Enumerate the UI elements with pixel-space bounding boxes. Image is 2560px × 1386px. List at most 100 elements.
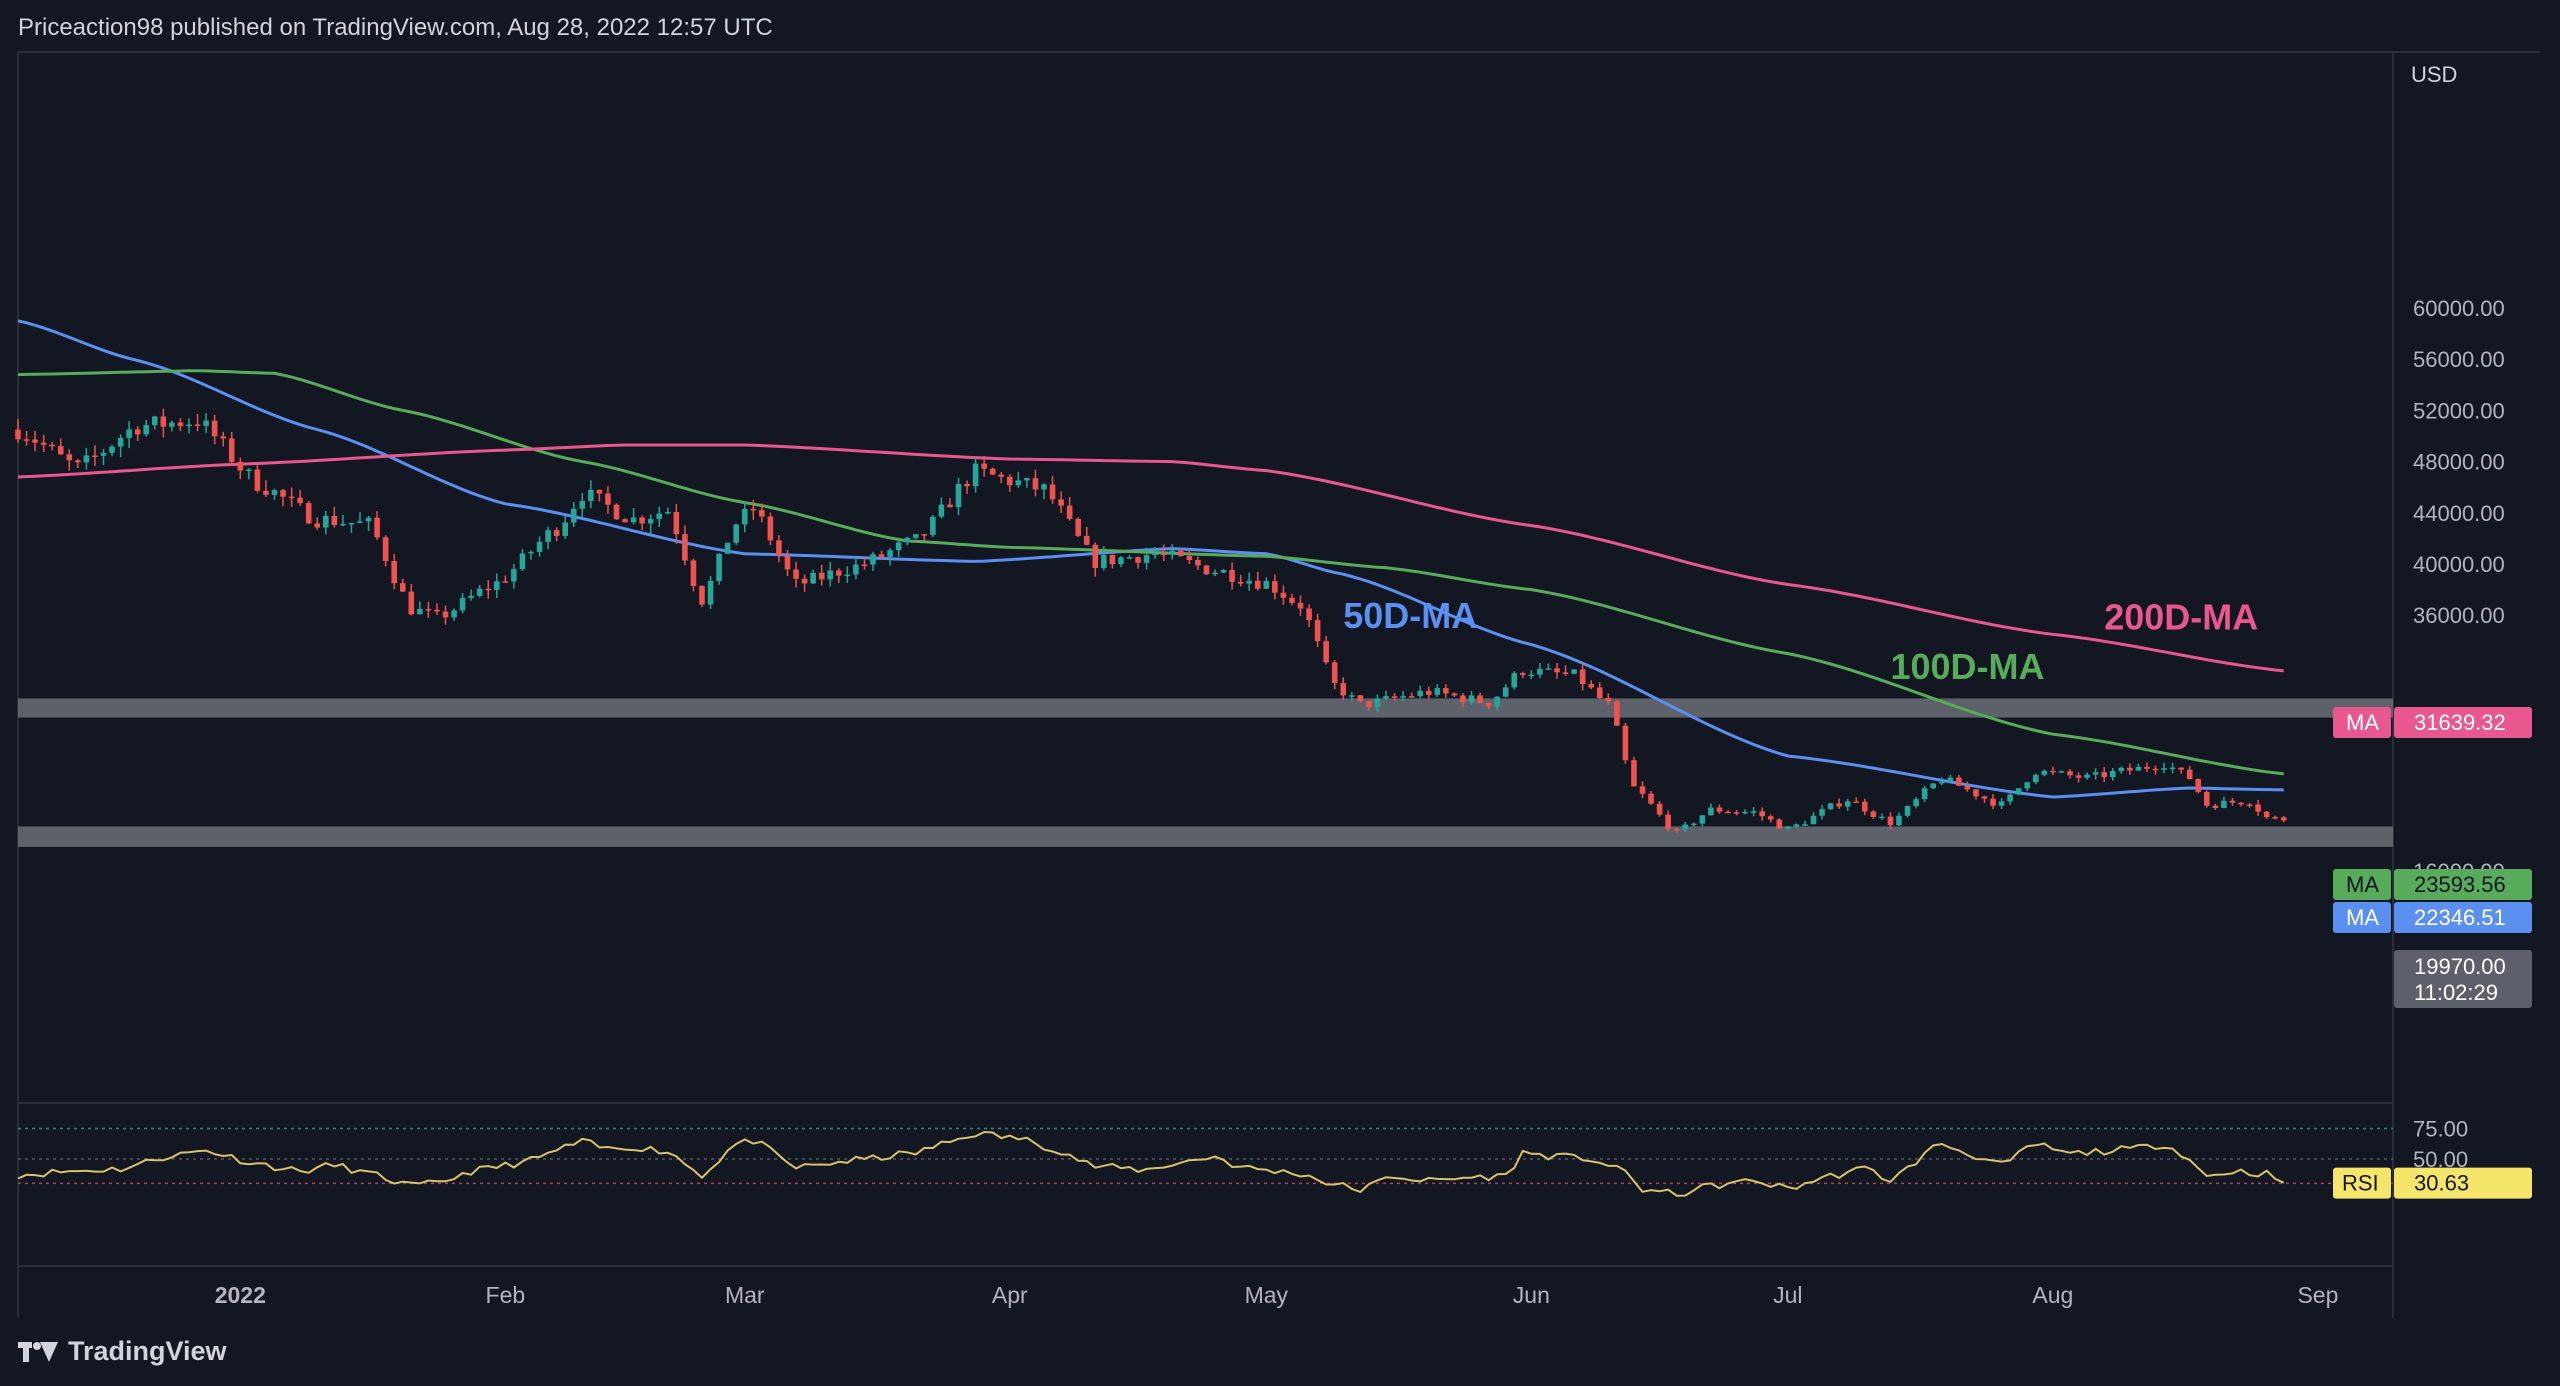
candle [2084,772,2090,780]
candle [1083,526,1090,546]
candle [1588,680,1594,690]
candle [2075,772,2082,783]
candle [2195,778,2202,794]
candle [75,458,81,469]
candle [1024,477,1030,488]
candle [1357,695,1364,703]
candle [836,568,842,583]
candle [220,431,226,447]
candle [2127,763,2133,775]
candle [2152,765,2159,775]
candle [947,498,953,508]
candle [1451,692,1458,697]
candle [964,480,970,494]
candle [49,442,55,451]
candle [1785,825,1791,830]
candle [271,488,278,500]
candle [1819,804,1825,820]
candle [1913,797,1919,809]
candle [1101,545,1107,571]
candle [810,569,816,585]
candle [2041,769,2048,777]
candle [2221,796,2227,809]
candle [1160,544,1167,562]
candle [562,515,568,539]
candle [1468,691,1475,705]
candle [331,507,338,528]
candle [2255,799,2261,816]
svg-text:RSI: RSI [2342,1171,2379,1196]
candle [417,601,423,615]
candle [904,536,910,546]
candle [1537,663,1543,679]
candle [2186,765,2193,780]
candle [1545,663,1552,670]
candle [100,449,107,466]
candle [57,438,64,455]
candle [1767,814,1774,823]
candle [2067,769,2073,779]
candle [776,535,782,563]
candle [2050,766,2056,776]
candle [66,449,73,471]
candle [741,501,748,533]
candle [519,548,526,571]
svg-text:MA: MA [2346,872,2379,897]
candle [1938,777,1945,786]
candle [767,512,774,546]
candle [887,548,893,566]
candle [1169,544,1176,560]
candle [1502,684,1509,698]
annotation-50d-ma: 50D-MA [1343,595,1477,636]
candle [109,444,115,457]
candle [92,445,98,466]
candle [1015,471,1022,488]
candle [656,506,663,527]
candle [553,527,560,542]
candle [895,539,902,557]
candle [442,605,449,625]
candle [1844,798,1851,811]
candle [280,488,286,507]
candle [1930,782,1936,790]
candle [2263,810,2270,819]
candle [1331,660,1338,690]
candle [1066,497,1073,521]
candle [1272,574,1278,600]
candle [570,501,577,527]
candle [382,535,389,567]
time-tick-label: Feb [486,1282,526,1308]
publish-attribution: Priceaction98 published on TradingView.c… [18,14,773,41]
candle [1904,805,1911,818]
candle [288,487,295,507]
candle [630,507,637,525]
ma100-price-tag: MA 23593.56 [2333,869,2532,900]
ma-line-200d-ma [17,443,2284,673]
tradingview-brand[interactable]: TradingView [18,1336,227,1367]
candle [203,413,209,434]
candle [1263,577,1270,590]
candle [1691,822,1697,827]
candle [399,578,406,592]
candle [1793,823,1800,828]
candle [297,489,303,506]
candle [938,497,945,519]
candle [1041,483,1047,500]
candle [647,514,654,534]
candle [588,480,594,509]
candle [1297,595,1304,616]
candle [622,518,628,523]
candle [801,574,808,592]
candle [1870,810,1877,819]
ma200-price-tag: MA 31639.32 [2333,707,2532,738]
candle [254,465,261,493]
svg-text:11:02:29: 11:02:29 [2414,980,2498,1005]
candle [1562,665,1569,676]
candle [1408,692,1415,698]
candle [1254,571,1261,591]
candle [1725,810,1731,814]
candle [1075,517,1081,538]
candle [451,608,457,621]
price-tick-label: 48000.00 [2413,450,2505,475]
